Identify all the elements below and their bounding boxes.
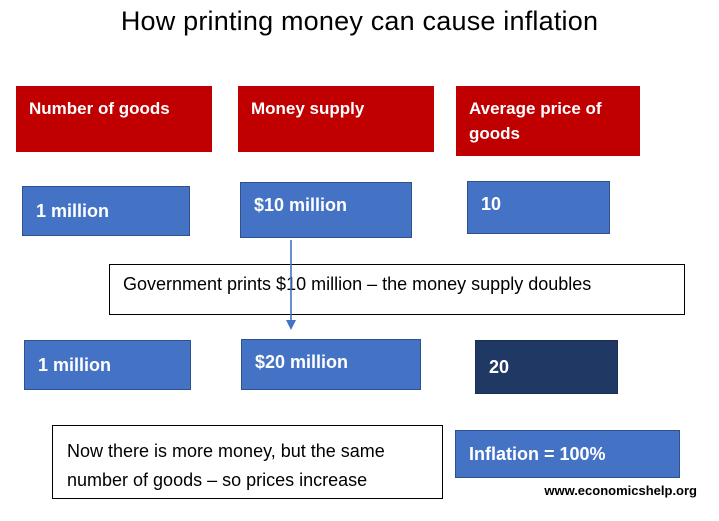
money-before-box: $10 million: [240, 182, 412, 238]
goods-after-box: 1 million: [24, 340, 191, 390]
inflation-result-box: Inflation = 100%: [455, 430, 680, 478]
diagram-title: How printing money can cause inflation: [120, 6, 599, 36]
source-credit: www.economicshelp.org: [544, 483, 697, 498]
header-average-price: Average price of goods: [456, 86, 640, 156]
arrow-head: [286, 320, 296, 330]
event-note: Government prints $10 million – the mone…: [109, 264, 685, 315]
goods-before-box: 1 million: [22, 186, 190, 236]
price-before-box: 10: [467, 181, 610, 234]
header-number-of-goods: Number of goods: [16, 86, 212, 152]
money-after-box: $20 million: [241, 339, 421, 390]
explanation-note: Now there is more money, but the same nu…: [52, 425, 443, 499]
header-money-supply: Money supply: [238, 86, 434, 152]
price-after-box: 20: [475, 340, 618, 394]
